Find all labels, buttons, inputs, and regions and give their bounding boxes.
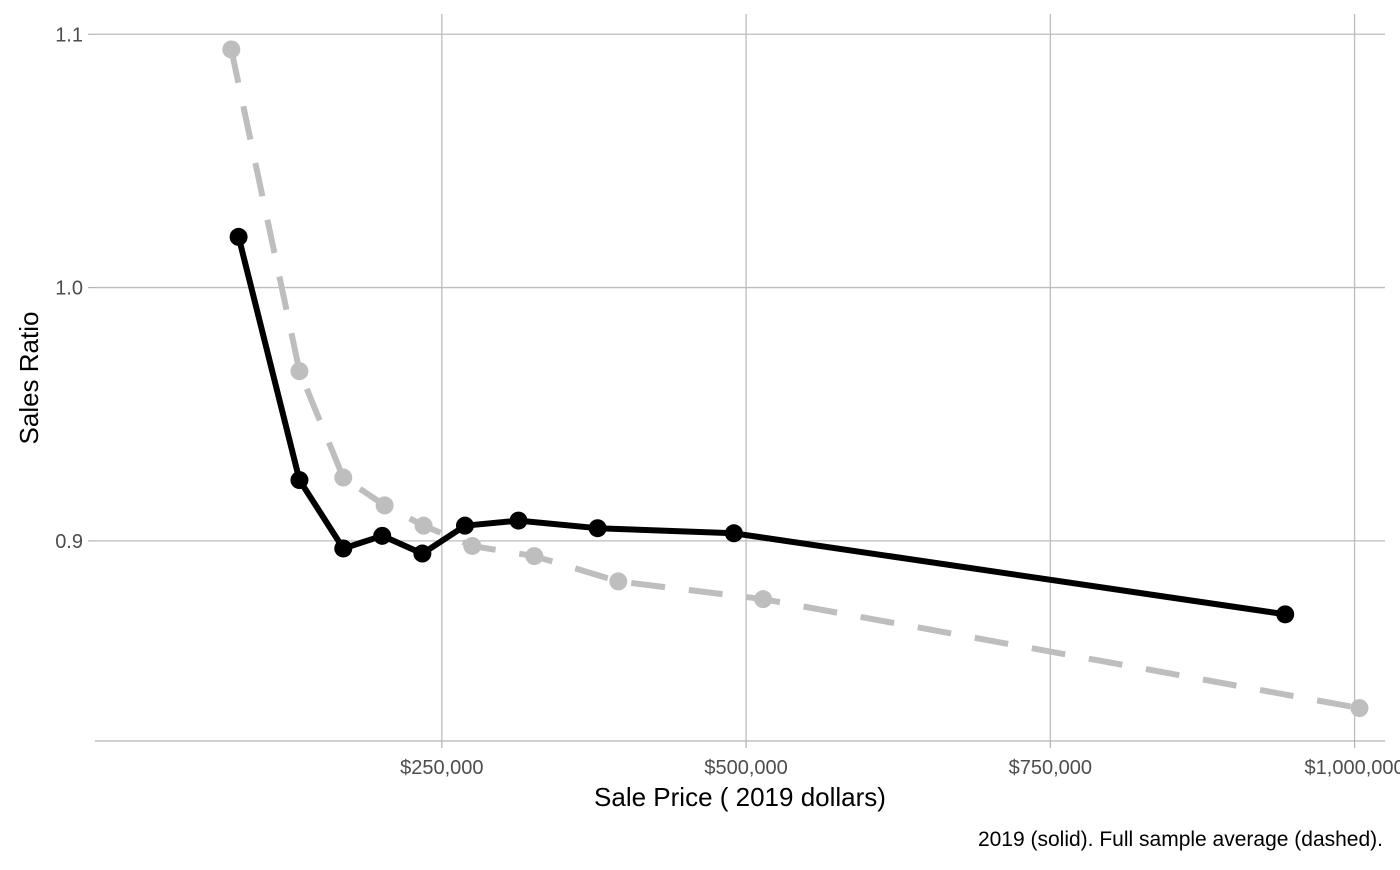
dashed-series-point (290, 362, 309, 381)
y-axis-title: Sales Ratio (14, 312, 44, 445)
dashed-series-point (754, 590, 773, 609)
dashed-series-point (525, 547, 544, 566)
solid-series-point (373, 526, 392, 545)
solid-series-point (588, 519, 607, 538)
solid-series-point (509, 511, 528, 530)
solid-series-point (334, 539, 353, 558)
solid-series (229, 227, 1295, 624)
solid-series-point (1276, 605, 1295, 624)
y-tick-label: 1.0 (55, 278, 83, 300)
dashed-series-point (1350, 699, 1369, 718)
dashed-series-point (414, 516, 433, 535)
y-tick-label: 1.1 (55, 24, 83, 46)
dashed-series-point (375, 496, 394, 515)
solid-series-point (455, 516, 474, 535)
x-tick-label: $250,000 (400, 757, 483, 779)
solid-series-point (290, 471, 309, 490)
solid-series-line (235, 236, 1286, 618)
solid-series-point (724, 524, 743, 543)
dashed-series-point (463, 536, 482, 555)
dashed-series-line (228, 48, 1360, 712)
x-tick-label: $1,000,000 (1305, 757, 1400, 779)
dashed-series (222, 40, 1369, 718)
dashed-series-point (222, 40, 241, 59)
dashed-series-point (609, 572, 628, 591)
chart-caption: 2019 (solid). Full sample average (dashe… (978, 828, 1383, 851)
x-tick-label: $750,000 (1009, 757, 1092, 779)
x-tick-label: $500,000 (704, 757, 787, 779)
grid (95, 14, 1385, 741)
y-tick-label: 0.9 (55, 531, 83, 553)
series-group (222, 40, 1369, 718)
tick-labels: $250,000 $500,000 $750,000 $1,000,000 0.9 1.0… (55, 24, 1400, 779)
solid-series-point (229, 227, 248, 246)
x-axis-title: Sale Price ( 2019 dollars) (594, 782, 886, 812)
dashed-series-point (334, 468, 353, 487)
solid-series-point (413, 544, 432, 563)
